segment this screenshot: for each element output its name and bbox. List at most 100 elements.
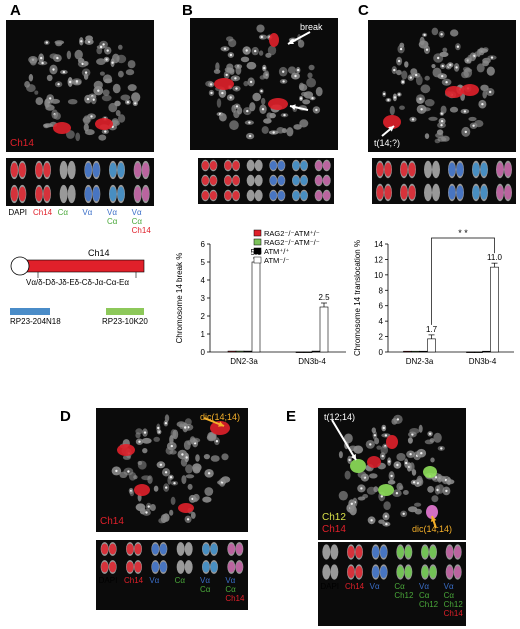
chromosome-spot <box>204 487 214 496</box>
chromosome-centromere <box>75 80 79 83</box>
x-tick-label: DN2-3a <box>406 357 434 366</box>
chromosome-centromere <box>80 40 83 43</box>
strip-label: Cα <box>174 576 186 585</box>
legend-swatch <box>253 229 262 237</box>
bar <box>419 350 428 353</box>
chromosome-spot <box>486 66 495 76</box>
strip-signal <box>210 561 218 573</box>
chromosome-centromere <box>440 124 443 127</box>
chromosome-spot <box>404 61 409 68</box>
arrow-head <box>388 126 394 132</box>
strip-signal <box>277 161 285 170</box>
chromosome-centromere <box>441 64 444 68</box>
bar <box>482 350 491 353</box>
chromosome-spot <box>446 479 455 485</box>
chromosome-spot <box>67 99 78 105</box>
chromosome-centromere <box>481 103 484 106</box>
chromosome-spot <box>169 509 174 516</box>
chromosome-centromere <box>396 418 400 421</box>
strip-signal <box>134 543 142 555</box>
locus-label: Vα/δ-Dδ-Jδ-Eδ-Cδ-Jα-Cα-Eα <box>26 278 129 287</box>
strip-signal <box>448 185 456 200</box>
chromosome-spot <box>122 455 131 460</box>
strip-signal <box>429 566 437 578</box>
bar <box>474 351 483 353</box>
chromosome-spot <box>129 490 135 497</box>
x-tick-label: DN2-3a <box>230 357 258 366</box>
chromosome-spot <box>461 71 469 79</box>
strip-chromosome <box>254 159 263 172</box>
strip-label: Cα <box>419 591 430 600</box>
chromosome-spot <box>399 42 405 48</box>
chromosome-spot <box>380 445 388 455</box>
strip-chromosome <box>246 189 255 202</box>
y-axis-label: Chromosome 14 translocation % <box>353 240 362 356</box>
chromosome-spot <box>153 485 159 492</box>
chromosome-centromere <box>383 92 386 96</box>
chromosome-spot <box>432 67 442 78</box>
chromosome-centromere <box>57 83 60 86</box>
strip-signal <box>202 543 210 555</box>
chromosome-centromere <box>249 80 253 84</box>
chromosome-centromere <box>215 440 219 443</box>
strip-signal <box>92 162 100 178</box>
chromosome-spot <box>482 60 489 67</box>
chromosome-centromere <box>52 68 55 71</box>
bar <box>319 306 329 353</box>
significance-bracket <box>431 237 495 325</box>
chromosome-spot <box>357 471 367 479</box>
strip-signal <box>292 161 300 170</box>
chromosome-centromere <box>311 97 314 100</box>
chromosome-spot <box>229 120 239 131</box>
chromosome-spot <box>468 116 477 122</box>
strip-signal <box>456 162 464 177</box>
chromosome-centromere <box>489 90 492 94</box>
strip-signal <box>117 186 125 202</box>
strip-signal <box>201 191 209 200</box>
chromosome-centromere <box>246 109 249 113</box>
chromosome-spot <box>98 134 107 141</box>
strip-signal <box>43 162 51 178</box>
chromosome-spot <box>203 454 210 460</box>
strip-signal <box>355 546 363 558</box>
chromosome-spot <box>213 69 221 74</box>
strip-signal <box>109 162 117 178</box>
chromosome-spot <box>125 69 135 76</box>
strip-label: Vα <box>107 208 117 217</box>
chromosome-spot <box>53 112 61 120</box>
strip-signal <box>347 546 355 558</box>
strip-chromosome <box>254 174 263 187</box>
fish-signal <box>134 484 150 496</box>
chromosome-spot <box>449 106 459 113</box>
chromosome-spot <box>293 124 302 130</box>
y-tick-label: 6 <box>379 302 384 311</box>
strip-signal <box>480 162 488 177</box>
chromosome-spot <box>221 476 231 483</box>
chromosome-centromere <box>254 49 257 53</box>
strip-signal <box>446 546 454 558</box>
chromosome-centromere <box>411 118 415 121</box>
strip-label: DAPI <box>8 208 27 217</box>
fish-signal <box>269 33 279 47</box>
panel-d-label: D <box>60 408 71 425</box>
probe-2-label: RP23-10K20 <box>102 317 148 326</box>
break-chart: 0 1 2 3 4 5 6 Chromosome 14 break % DN2-3a DN3b-4… <box>172 222 352 380</box>
strip-signal <box>454 546 462 558</box>
strip-label: Cα <box>394 582 405 591</box>
strip-signal <box>224 176 232 185</box>
x-tick-label: DN3b-4 <box>298 357 326 366</box>
chromosome-centromere <box>445 81 448 84</box>
chromosome-spot <box>131 92 141 103</box>
chromosome-centromere <box>463 110 467 113</box>
chromosome-spot <box>246 61 257 70</box>
y-tick-label: 1 <box>201 330 206 339</box>
y-tick-label: 4 <box>201 276 206 285</box>
strip-signal <box>408 185 416 200</box>
legend-swatch <box>253 238 262 246</box>
chromosome-spot <box>420 84 431 94</box>
strip-chromosome <box>59 160 68 180</box>
chromosome-spot <box>135 432 141 439</box>
chromosome-centromere <box>395 492 399 495</box>
bar <box>243 350 253 353</box>
chromosome-centromere <box>455 66 458 69</box>
